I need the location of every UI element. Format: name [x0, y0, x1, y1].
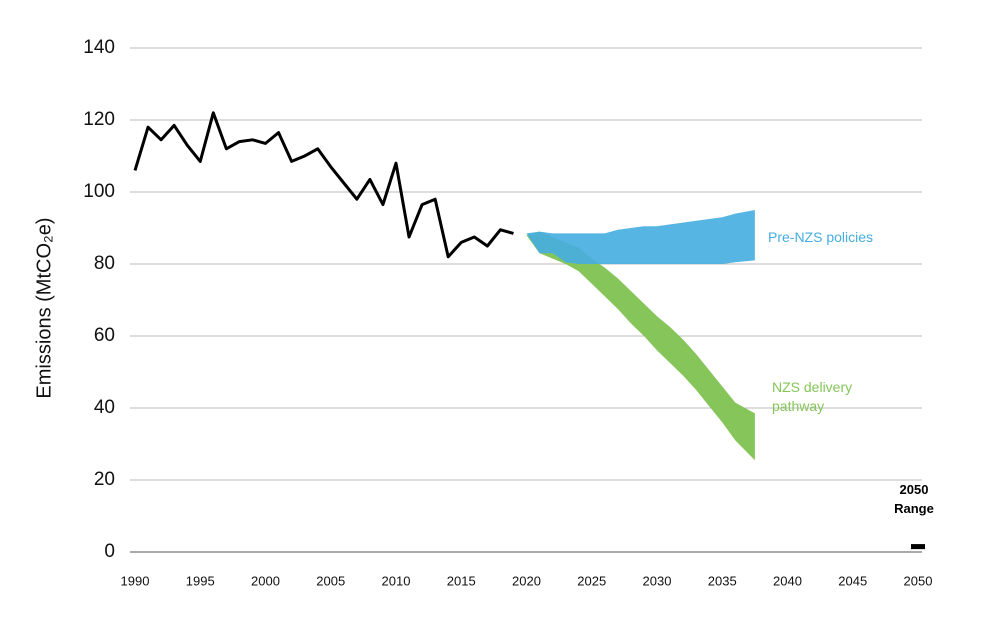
- band: [526, 231, 755, 461]
- y-axis-title: Emissions (MtCO₂e): [33, 217, 55, 398]
- history-line: [133, 111, 514, 259]
- x-tick-label: 2010: [382, 573, 411, 588]
- x-tick-label: 2030: [643, 573, 672, 588]
- x-tick-label: 2035: [708, 573, 737, 588]
- y-tick-label: 140: [83, 37, 115, 58]
- series-label: 2050 Range: [894, 482, 934, 516]
- x-tick-label: 2050: [904, 573, 933, 588]
- x-tick-label: 2025: [577, 573, 606, 588]
- y-tick-label: 40: [94, 397, 115, 418]
- y-tick-label: 80: [94, 253, 115, 274]
- x-tick-label: 2045: [838, 573, 867, 588]
- band: [526, 210, 755, 264]
- x-tick-label: 2000: [251, 573, 280, 588]
- range-bar: [911, 544, 925, 550]
- series-label: NZS delivery pathway: [772, 379, 853, 414]
- y-tick-label: 120: [83, 109, 115, 130]
- x-tick-label: 1995: [186, 573, 215, 588]
- y-tick-label: 100: [83, 181, 115, 202]
- y-tick-label: 20: [94, 469, 115, 490]
- series-label: Pre-NZS policies: [768, 229, 874, 245]
- x-tick-label: 1990: [121, 573, 150, 588]
- y-tick-label: 0: [104, 541, 115, 562]
- x-tick-label: 2040: [773, 573, 802, 588]
- x-tick-label: 2015: [447, 573, 476, 588]
- x-tick-label: 2020: [512, 573, 541, 588]
- y-tick-label: 60: [94, 325, 115, 346]
- x-tick-label: 2005: [316, 573, 345, 588]
